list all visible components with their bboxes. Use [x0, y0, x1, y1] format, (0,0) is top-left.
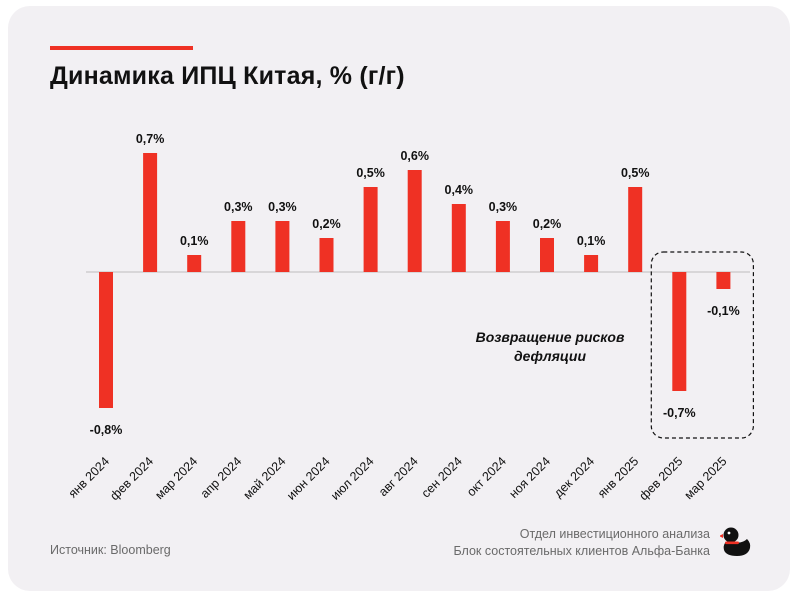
x-tick-label: дек 2024 [551, 454, 597, 500]
highlight-box [650, 251, 754, 439]
source-note: Источник: Bloomberg [50, 543, 171, 557]
bar [451, 204, 466, 272]
duck-logo-icon [720, 527, 751, 556]
x-tick-label: ноя 2024 [507, 454, 554, 501]
chart-card: Динамика ИПЦ Китая, % (г/г) -0,8% янв 202… [8, 6, 790, 591]
bar [540, 238, 554, 272]
bar [143, 153, 158, 272]
data-label: 0,2% [533, 217, 562, 231]
x-tick-label: июн 2024 [284, 454, 332, 502]
bar [275, 221, 290, 272]
bar [187, 255, 202, 272]
x-tick-label: мар 2024 [152, 454, 200, 502]
bar [231, 221, 246, 272]
bar [628, 187, 643, 272]
bar [407, 170, 422, 272]
x-tick-label: апр 2024 [198, 454, 245, 501]
x-tick-label: фев 2024 [107, 454, 156, 503]
accent-line [50, 46, 193, 50]
data-label: 0,3% [268, 200, 297, 214]
x-tick-label: янв 2024 [66, 454, 112, 500]
x-tick-label: мар 2025 [682, 454, 730, 502]
data-label: 0,7% [136, 132, 165, 146]
x-tick-label: фев 2025 [637, 454, 686, 503]
x-tick-label: июл 2024 [328, 454, 377, 503]
credits-bank: Блок состоятельных клиентов Альфа-Банка [453, 544, 710, 558]
data-label: 0,6% [400, 149, 429, 163]
data-label: 0,3% [224, 200, 253, 214]
data-label: 0,3% [489, 200, 518, 214]
bar [584, 255, 599, 272]
annotation-line-1: Возвращение рисков [476, 329, 625, 345]
x-tick-label: май 2024 [241, 454, 289, 502]
bar [716, 272, 731, 289]
cpi-bar-chart: -0,8% янв 2024 0,7% фев 2024 0,1% мар 2024 0,3… [66, 132, 754, 503]
bar [319, 238, 334, 272]
data-label: 0,5% [621, 166, 650, 180]
data-label: 0,4% [445, 183, 474, 197]
annotation-line-2: дефляции [514, 348, 587, 364]
credits-department: Отдел инвестиционного анализа [519, 527, 710, 541]
x-tick-label: сен 2024 [419, 454, 465, 500]
bar [672, 272, 687, 391]
chart-title: Динамика ИПЦ Китая, % (г/г) [50, 62, 405, 90]
data-label: -0,7% [663, 406, 696, 420]
data-label: 0,2% [312, 217, 341, 231]
x-tick-label: авг 2024 [376, 454, 421, 499]
bar [495, 221, 510, 272]
x-tick-label: окт 2024 [464, 454, 509, 499]
data-label: 0,1% [180, 234, 209, 248]
data-label: -0,1% [707, 304, 740, 318]
data-label: 0,1% [577, 234, 606, 248]
x-tick-label: янв 2025 [595, 454, 641, 500]
credits: Отдел инвестиционного анализа Блок состо… [453, 526, 710, 560]
data-label: 0,5% [356, 166, 385, 180]
bar [363, 187, 378, 272]
bar [99, 272, 113, 408]
data-label: -0,8% [90, 423, 123, 437]
